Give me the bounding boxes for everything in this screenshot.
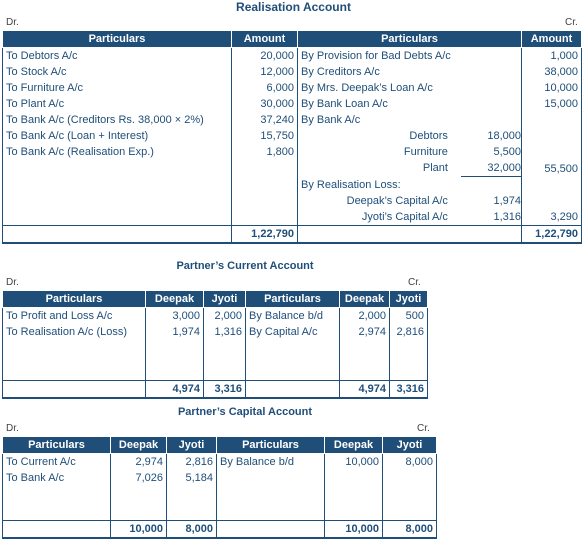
loss-label: By Realisation Loss:: [297, 177, 522, 193]
bank-breakup-label: Debtors: [409, 130, 448, 142]
realisation-header-row: Particulars Amount Particulars Amount: [2, 30, 582, 48]
header-particulars-right: Particulars: [297, 30, 522, 48]
left-particular: To Furniture A/c: [2, 80, 232, 96]
loss-breakup-value: 1,974: [493, 195, 521, 207]
total-left: 1,22,790: [231, 225, 298, 244]
bank-breakup-value: 5,500: [493, 146, 521, 158]
table-row: Jyoti’s Capital A/c 1,316 3,290: [2, 209, 582, 226]
left-particular: To Debtors A/c: [2, 47, 232, 64]
left-particular: To Bank A/c (Creditors Rs. 38,000 × 2%): [2, 112, 232, 128]
total-row: 10,000 8,000 10,000 8,000: [2, 520, 437, 539]
header-deepak: Deepak: [339, 290, 390, 308]
header-particulars: Particulars: [2, 436, 111, 454]
left-amount: 30,000: [231, 96, 298, 112]
header-deepak: Deepak: [110, 436, 167, 454]
bank-breakup-label: Furniture: [403, 146, 448, 158]
bank-breakup-row: Debtors 18,000: [297, 128, 522, 144]
loss-breakup-label: Deepak’s Capital A/c: [346, 195, 448, 207]
header-particulars: Particulars: [216, 436, 325, 454]
table-row: To Realisation A/c (Loss) 1,974 1,316 By…: [2, 324, 428, 340]
header-deepak: Deepak: [324, 436, 383, 454]
header-particulars: Particulars: [245, 290, 340, 308]
capital-title: Partner’s Capital Account: [177, 406, 313, 418]
header-jyoti: Jyoti: [166, 436, 217, 454]
total-row: 1,22,790 1,22,790: [2, 225, 582, 244]
table-row: To Bank A/c (Creditors Rs. 38,000 × 2%) …: [2, 112, 582, 128]
table-row: To Profit and Loss A/c 3,000 2,000 By Ba…: [2, 307, 428, 324]
left-amount: 20,000: [231, 47, 298, 64]
right-amount: [521, 112, 582, 128]
table-row: To Stock A/c 12,000 By Creditors A/c 38,…: [2, 64, 582, 80]
right-particular: By Mrs. Deepak’s Loan A/c: [297, 80, 522, 96]
right-particular: By Bank A/c: [297, 112, 522, 128]
current-table: Particulars Deepak Jyoti Particulars Dee…: [2, 290, 428, 399]
header-jyoti: Jyoti: [203, 290, 246, 308]
right-amount: 15,000: [521, 96, 582, 112]
table-row: To Bank A/c (Realisation Exp.) 1,800 Fur…: [2, 144, 582, 160]
table-row: Deepak’s Capital A/c 1,974: [2, 193, 582, 209]
header-particulars: Particulars: [2, 290, 146, 308]
realisation-table: Particulars Amount Particulars Amount To…: [2, 30, 582, 244]
bank-breakup-label: Plant: [422, 162, 448, 174]
loss-total: 3,290: [521, 209, 582, 226]
total-right: 1,22,790: [521, 225, 582, 244]
current-title: Partner’s Current Account: [176, 260, 314, 272]
left-particular: To Plant A/c: [2, 96, 232, 112]
loss-breakup-value: 1,316: [493, 211, 521, 223]
loss-breakup-row: Deepak’s Capital A/c 1,974: [297, 193, 522, 209]
table-row: To Debtors A/c 20,000 By Provision for B…: [2, 47, 582, 64]
header-deepak: Deepak: [145, 290, 204, 308]
left-amount: 12,000: [231, 64, 298, 80]
table-row: To Bank A/c 7,026 5,184: [2, 470, 437, 486]
bank-breakup-row: Plant 32,000: [297, 160, 522, 177]
capital-table: Particulars Deepak Jyoti Particulars Dee…: [2, 436, 437, 539]
capital-dr-label: Dr.: [6, 423, 19, 434]
table-row: By Realisation Loss:: [2, 177, 582, 193]
bank-breakup-value: 32,000: [461, 160, 521, 177]
loss-breakup-row: Jyoti’s Capital A/c 1,316: [297, 209, 522, 226]
right-amount: 38,000: [521, 64, 582, 80]
realisation-cr-label: Cr.: [565, 17, 578, 28]
left-particular: To Bank A/c (Loan + Interest): [2, 128, 232, 144]
bank-breakup-row: Furniture 5,500: [297, 144, 522, 160]
header-amount-left: Amount: [231, 30, 298, 48]
left-particular: To Bank A/c (Realisation Exp.): [2, 144, 232, 160]
realisation-dr-label: Dr.: [6, 17, 19, 28]
left-amount: 6,000: [231, 80, 298, 96]
realisation-title: Realisation Account: [236, 0, 351, 14]
left-amount: 37,240: [231, 112, 298, 128]
loss-breakup-label: Jyoti’s Capital A/c: [361, 211, 448, 223]
total-row: 4,974 3,316 4,974 3,316: [2, 380, 428, 399]
table-row: To Plant A/c 30,000 By Bank Loan A/c 15,…: [2, 96, 582, 112]
table-row: To Furniture A/c 6,000 By Mrs. Deepak’s …: [2, 80, 582, 96]
right-amount: 10,000: [521, 80, 582, 96]
table-row: Plant 32,000 55,500: [2, 160, 582, 177]
header-particulars-left: Particulars: [2, 30, 232, 48]
capital-header-row: Particulars Deepak Jyoti Particulars Dee…: [2, 436, 437, 454]
header-jyoti: Jyoti: [389, 290, 428, 308]
header-amount-right: Amount: [521, 30, 582, 48]
current-cr-label: Cr.: [408, 277, 421, 288]
bank-breakup-value: 18,000: [487, 130, 521, 142]
current-header-row: Particulars Deepak Jyoti Particulars Dee…: [2, 290, 428, 308]
right-particular: By Provision for Bad Debts A/c: [297, 47, 522, 64]
left-particular: To Stock A/c: [2, 64, 232, 80]
header-jyoti: Jyoti: [382, 436, 437, 454]
table-row: To Current A/c 2,974 2,816 By Balance b/…: [2, 453, 437, 470]
right-particular: By Bank Loan A/c: [297, 96, 522, 112]
right-amount: 1,000: [521, 47, 582, 64]
left-amount: 15,750: [231, 128, 298, 144]
capital-cr-label: Cr.: [417, 423, 430, 434]
bank-total: 55,500: [521, 160, 582, 177]
left-amount: 1,800: [231, 144, 298, 160]
table-row: To Bank A/c (Loan + Interest) 15,750 Deb…: [2, 128, 582, 144]
right-particular: By Creditors A/c: [297, 64, 522, 80]
current-dr-label: Dr.: [6, 277, 19, 288]
